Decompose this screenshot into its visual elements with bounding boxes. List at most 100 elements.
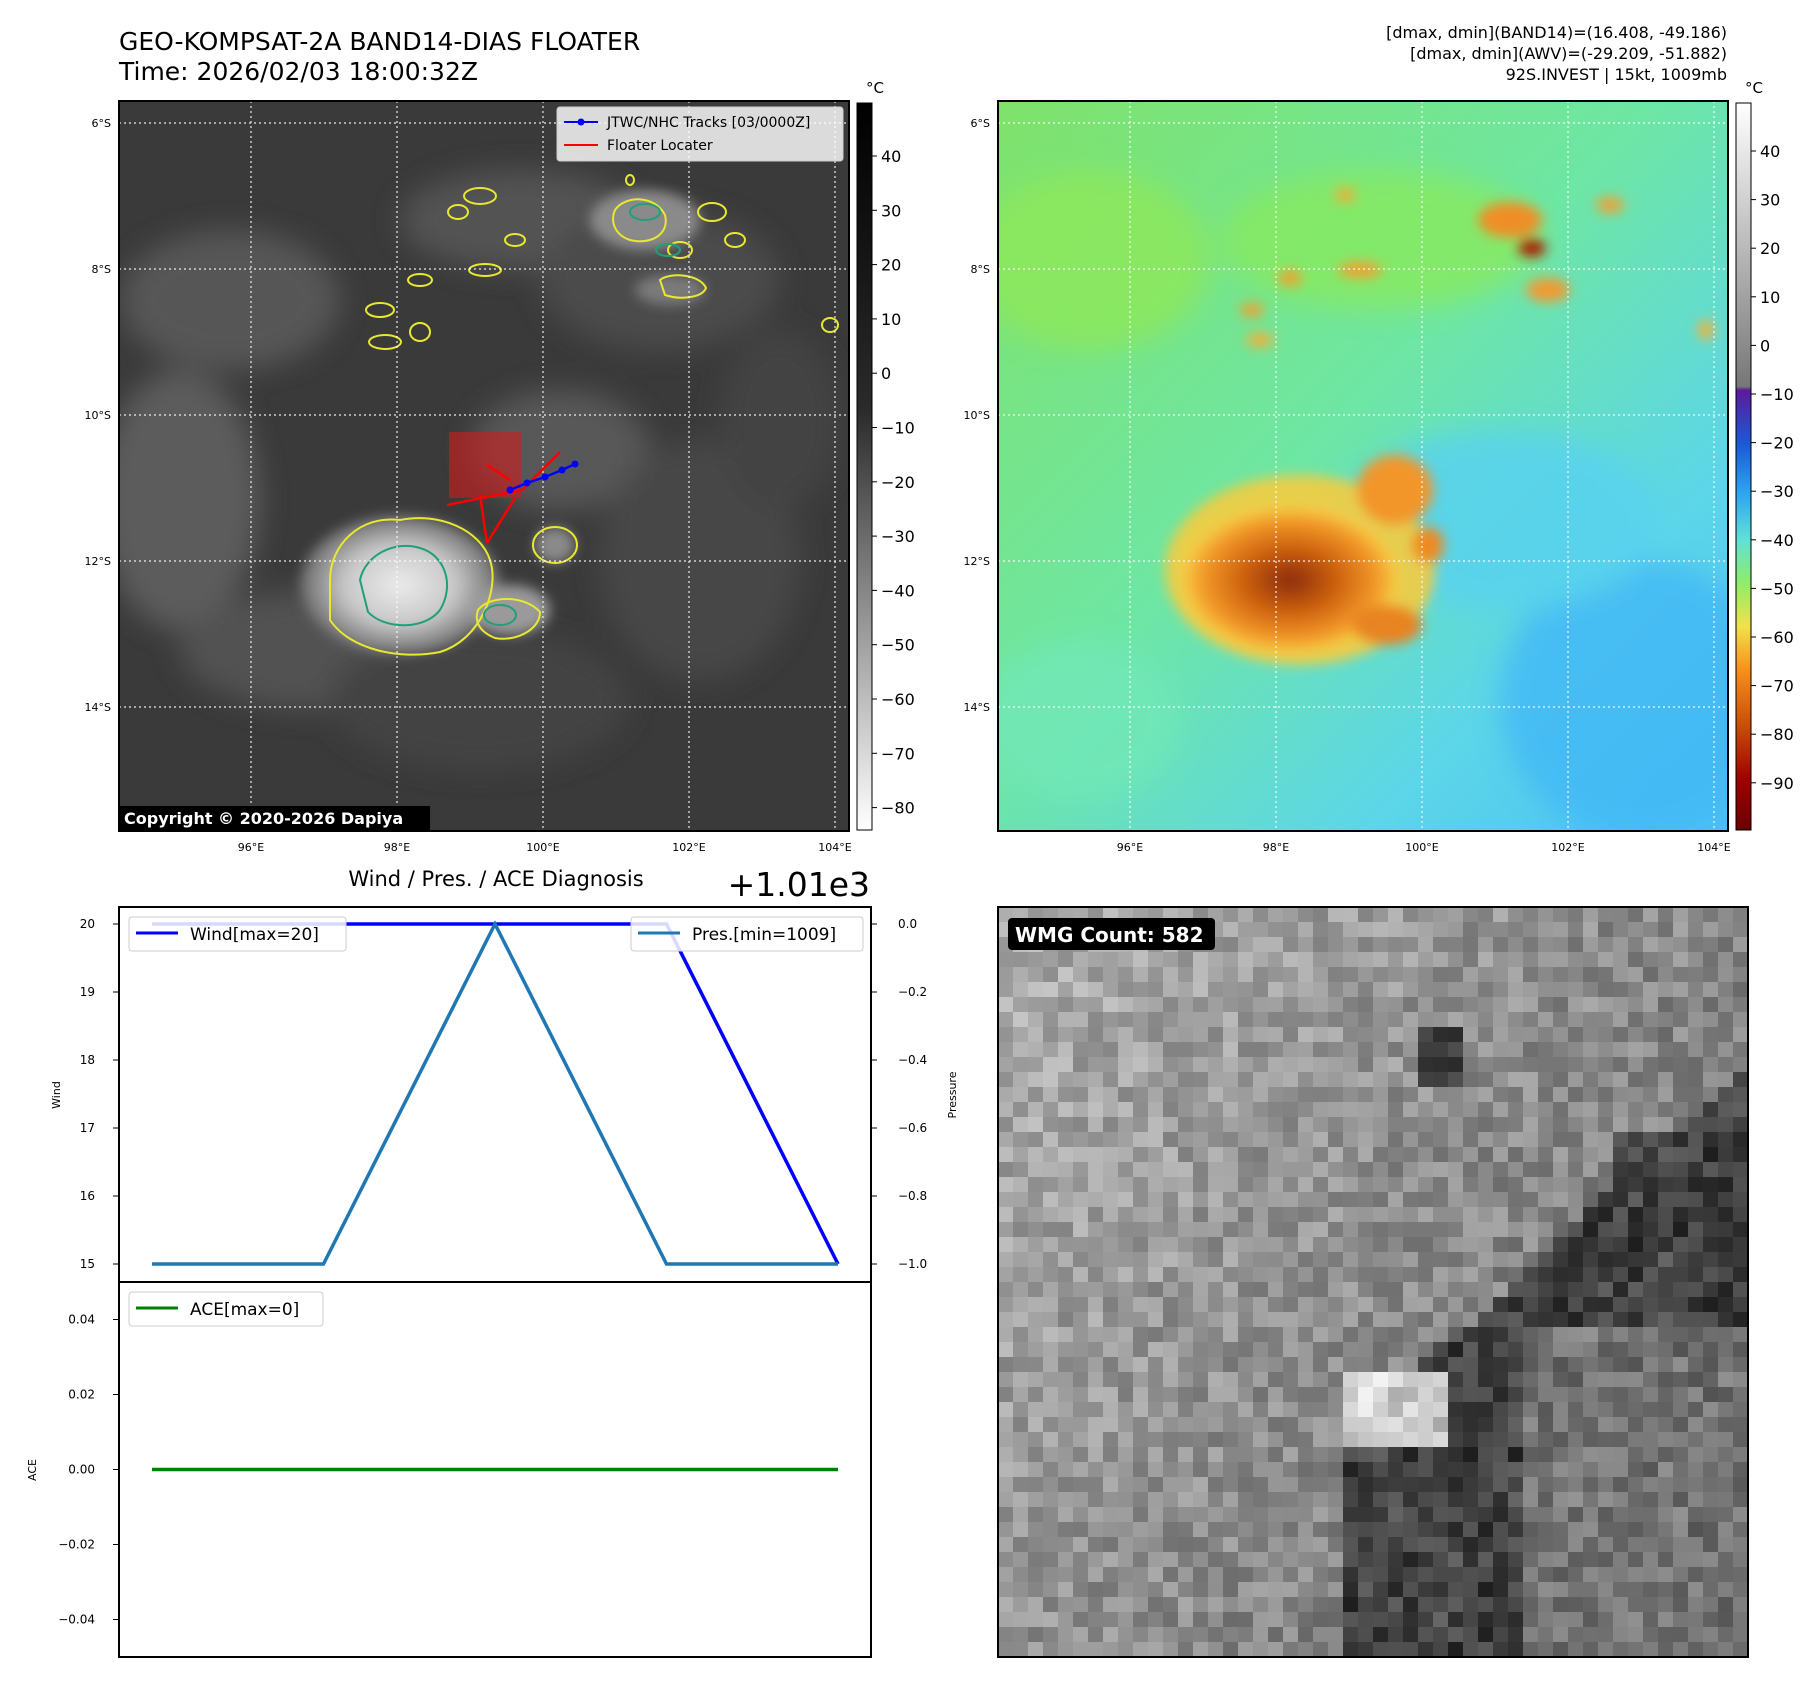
- wmg-pixel: [1583, 1267, 1599, 1283]
- wmg-pixel: [1118, 1522, 1134, 1538]
- wmg-pixel: [1058, 1147, 1074, 1163]
- wmg-pixel: [1058, 1417, 1074, 1433]
- wmg-pixel: [1598, 997, 1614, 1013]
- wmg-pixel: [1328, 1612, 1344, 1628]
- wmg-pixel: [1538, 1567, 1554, 1583]
- wmg-pixel: [1058, 1132, 1074, 1148]
- wmg-pixel: [1028, 1597, 1044, 1613]
- wmg-pixel: [1223, 1522, 1239, 1538]
- wmg-pixel: [1523, 1222, 1539, 1238]
- wmg-pixel: [998, 1402, 1014, 1418]
- wmg-pixel: [1388, 1387, 1404, 1403]
- wmg-pixel: [1343, 1597, 1359, 1613]
- wmg-pixel: [1523, 922, 1539, 938]
- wmg-pixel: [1058, 1057, 1074, 1073]
- wmg-pixel: [1223, 1087, 1239, 1103]
- wmg-pixel: [998, 1537, 1014, 1553]
- wmg-pixel: [1688, 1342, 1704, 1358]
- wmg-pixel: [1103, 1117, 1119, 1133]
- wmg-pixel: [1493, 1447, 1509, 1463]
- wmg-pixel: [998, 1222, 1014, 1238]
- wmg-pixel: [1553, 1192, 1569, 1208]
- wmg-pixel: [1598, 1447, 1614, 1463]
- wmg-pixel: [1478, 1342, 1494, 1358]
- wmg-pixel: [1673, 1642, 1689, 1657]
- wmg-pixel: [998, 1267, 1014, 1283]
- wmg-pixel: [1253, 967, 1269, 983]
- wmg-pixel: [1718, 1387, 1734, 1403]
- wmg-pixel: [1073, 1147, 1089, 1163]
- ir-legend: JTWC/NHC Tracks [03/0000Z] Floater Locat…: [556, 106, 844, 162]
- wmg-pixel: [1118, 1447, 1134, 1463]
- wmg-pixel: [1643, 1462, 1659, 1478]
- wmg-pixel: [1373, 907, 1389, 923]
- wmg-pixel: [1658, 1117, 1674, 1133]
- wmg-pixel: [1418, 1612, 1434, 1628]
- wmg-pixel: [1373, 1207, 1389, 1223]
- wmg-pixel: [1733, 1537, 1748, 1553]
- wmg-pixel: [1568, 1102, 1584, 1118]
- wmg-pixel: [1253, 1207, 1269, 1223]
- wmg-pixel: [1478, 1357, 1494, 1373]
- wmg-pixel: [1208, 967, 1224, 983]
- wmg-pixel: [1598, 1252, 1614, 1268]
- wmg-pixel: [1088, 997, 1104, 1013]
- wmg-pixel: [1448, 1297, 1464, 1313]
- wmg-pixel: [1643, 1057, 1659, 1073]
- wmg-pixel: [1673, 1342, 1689, 1358]
- legend-wind-label: Wind[max=20]: [190, 925, 319, 945]
- wmg-pixel: [1508, 1612, 1524, 1628]
- wmg-pixel: [1508, 1567, 1524, 1583]
- wmg-pixel: [1133, 1012, 1149, 1028]
- wmg-pixel: [1463, 1387, 1479, 1403]
- wmg-pixel: [1478, 1237, 1494, 1253]
- wmg-pixel: [1493, 1597, 1509, 1613]
- wmg-pixel: [1148, 1612, 1164, 1628]
- wmg-pixel: [1013, 1282, 1029, 1298]
- wmg-pixel: [1073, 952, 1089, 968]
- wmg-pixel: [1373, 1357, 1389, 1373]
- wmg-pixel: [1313, 1492, 1329, 1508]
- wmg-pixel: [1568, 1282, 1584, 1298]
- wmg-pixel: [1268, 1627, 1284, 1643]
- wmg-pixel: [1253, 1627, 1269, 1643]
- wmg-pixel: [1388, 1522, 1404, 1538]
- wmg-pixel: [1493, 907, 1509, 923]
- wmg-pixel: [1358, 1177, 1374, 1193]
- wmg-pixel: [1688, 907, 1704, 923]
- wmg-pixel: [1508, 1342, 1524, 1358]
- wmg-pixel: [1388, 1252, 1404, 1268]
- wmg-pixel: [1148, 1237, 1164, 1253]
- wmg-pixel: [1598, 1582, 1614, 1598]
- wmg-pixel: [1598, 1042, 1614, 1058]
- wmg-pixel: [1583, 1312, 1599, 1328]
- wmg-pixel: [1523, 1207, 1539, 1223]
- wmg-pixel: [1343, 1642, 1359, 1657]
- wmg-pixel: [1733, 1162, 1748, 1178]
- wmg-pixel: [1043, 1522, 1059, 1538]
- wmg-pixel: [1478, 1147, 1494, 1163]
- wmg-pixel: [1118, 1507, 1134, 1523]
- wmg-pixel: [1043, 1552, 1059, 1568]
- wmg-pixel: [1703, 1612, 1719, 1628]
- wmg-pixel: [1313, 1537, 1329, 1553]
- wmg-pixel: [1508, 1477, 1524, 1493]
- wmg-pixel: [1493, 1612, 1509, 1628]
- ir-colorbar-tick-label: −50: [881, 636, 915, 655]
- wmg-pixel: [1073, 1537, 1089, 1553]
- wmg-pixel: [1223, 967, 1239, 983]
- wmg-pixel: [1613, 1492, 1629, 1508]
- wmg-pixel: [1553, 1267, 1569, 1283]
- wmg-pixel: [1538, 1117, 1554, 1133]
- wmg-pixel: [1703, 1402, 1719, 1418]
- wmg-pixel: [1538, 1252, 1554, 1268]
- wmg-pixel: [1403, 1582, 1419, 1598]
- wmg-pixel: [1628, 1087, 1644, 1103]
- wmg-pixel: [1523, 997, 1539, 1013]
- wmg-pixel: [1628, 1207, 1644, 1223]
- wmg-pixel: [1298, 1477, 1314, 1493]
- wmg-pixel: [1613, 1582, 1629, 1598]
- wmg-pixel: [1493, 1237, 1509, 1253]
- wmg-pixel: [1568, 1417, 1584, 1433]
- wmg-pixel: [1418, 1117, 1434, 1133]
